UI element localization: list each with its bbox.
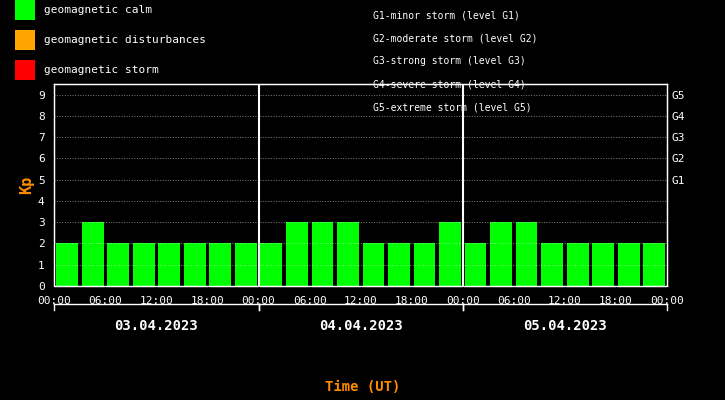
Bar: [592, 244, 614, 286]
Text: G5-extreme storm (level G5): G5-extreme storm (level G5): [373, 103, 532, 113]
Text: geomagnetic calm: geomagnetic calm: [44, 5, 152, 15]
Y-axis label: Kp: Kp: [19, 176, 34, 194]
Bar: [439, 222, 461, 286]
Bar: [465, 244, 486, 286]
Bar: [210, 244, 231, 286]
Bar: [542, 244, 563, 286]
Bar: [567, 244, 589, 286]
Bar: [82, 222, 104, 286]
Bar: [362, 244, 384, 286]
Text: geomagnetic storm: geomagnetic storm: [44, 65, 158, 75]
Bar: [286, 222, 307, 286]
Bar: [618, 244, 639, 286]
Bar: [515, 222, 537, 286]
Bar: [158, 244, 180, 286]
Bar: [490, 222, 512, 286]
Text: G4-severe storm (level G4): G4-severe storm (level G4): [373, 80, 526, 90]
Bar: [260, 244, 282, 286]
Bar: [107, 244, 129, 286]
Text: geomagnetic disturbances: geomagnetic disturbances: [44, 35, 205, 45]
Text: Time (UT): Time (UT): [325, 380, 400, 394]
Bar: [643, 244, 665, 286]
Text: 03.04.2023: 03.04.2023: [115, 319, 199, 333]
Bar: [337, 222, 359, 286]
Bar: [133, 244, 154, 286]
Bar: [235, 244, 257, 286]
Bar: [414, 244, 435, 286]
Text: G3-strong storm (level G3): G3-strong storm (level G3): [373, 56, 526, 66]
Bar: [184, 244, 206, 286]
Text: 05.04.2023: 05.04.2023: [523, 319, 607, 333]
Bar: [57, 244, 78, 286]
Bar: [388, 244, 410, 286]
Bar: [312, 222, 334, 286]
Text: 04.04.2023: 04.04.2023: [319, 319, 402, 333]
Text: G2-moderate storm (level G2): G2-moderate storm (level G2): [373, 33, 538, 43]
Text: G1-minor storm (level G1): G1-minor storm (level G1): [373, 10, 521, 20]
